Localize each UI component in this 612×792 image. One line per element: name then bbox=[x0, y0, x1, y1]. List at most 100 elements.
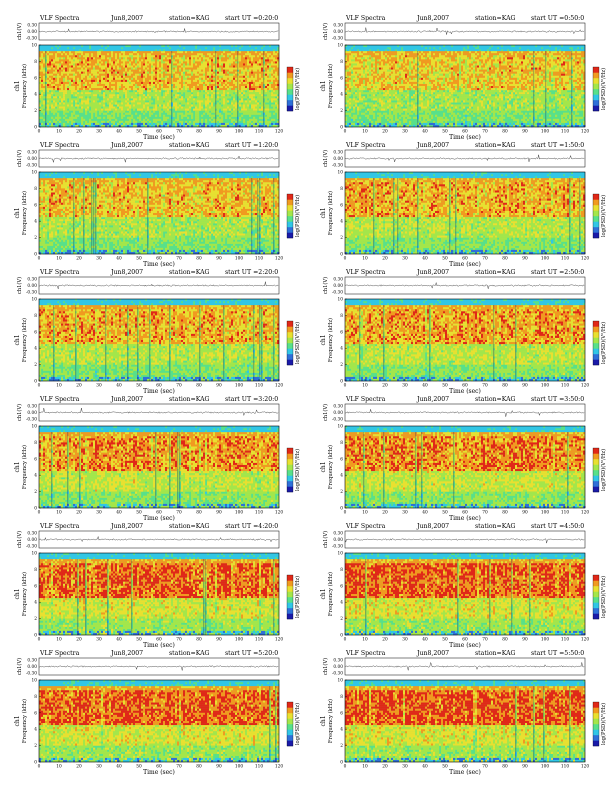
freq-tick-label: 2 bbox=[34, 744, 37, 749]
colorbar bbox=[592, 320, 600, 366]
time-tick-label: 120 bbox=[275, 257, 283, 262]
freq-tick-label: 8 bbox=[34, 314, 37, 319]
panel-title: VLF Spectra bbox=[39, 269, 80, 276]
strip-tick-label: -0.30 bbox=[26, 291, 37, 296]
time-tick-label: 80 bbox=[502, 638, 508, 643]
panel-station: station=KAG bbox=[169, 396, 210, 403]
time-tick-label: 10 bbox=[56, 638, 62, 643]
freq-axis-label: Frequency (kHz) bbox=[21, 64, 28, 108]
strip-tick-label: 0.00 bbox=[27, 157, 37, 162]
time-tick-label: 50 bbox=[136, 511, 142, 516]
strip-tick-label: 0.30 bbox=[27, 405, 37, 410]
colorbar bbox=[592, 193, 600, 239]
strip-tick-label: 0.00 bbox=[333, 30, 343, 35]
channel-label: ch1 bbox=[14, 334, 21, 345]
strip-tick-label: 0.00 bbox=[27, 411, 37, 416]
time-tick-label: 90 bbox=[522, 765, 528, 770]
time-tick-label: 80 bbox=[502, 257, 508, 262]
strip-tick-label: 0.00 bbox=[27, 665, 37, 670]
strip-tick-label: -0.30 bbox=[26, 672, 37, 677]
time-tick-label: 30 bbox=[96, 511, 102, 516]
strip-tick-label: 0.30 bbox=[333, 24, 343, 29]
colorbar-label: log(PSD)(V²/Hz) bbox=[600, 322, 607, 364]
time-tick-label: 10 bbox=[362, 765, 368, 770]
time-tick-label: 60 bbox=[156, 257, 162, 262]
colorbar bbox=[592, 574, 600, 620]
time-tick-label: 100 bbox=[541, 257, 549, 262]
strip-ylabel: ch1(V) bbox=[322, 658, 329, 675]
waveform-trace bbox=[344, 409, 585, 417]
strip-tick-label: 0.30 bbox=[27, 278, 37, 283]
colorbar bbox=[286, 447, 294, 493]
colorbar-label: log(PSD)(V²/Hz) bbox=[600, 68, 607, 110]
freq-axis-label: Frequency (kHz) bbox=[327, 572, 334, 616]
waveform-strip-frame bbox=[38, 530, 280, 549]
time-tick-label: 90 bbox=[522, 257, 528, 262]
freq-tick-label: 0 bbox=[340, 253, 343, 258]
colorbar-label: log(PSD)(V²/Hz) bbox=[294, 68, 301, 110]
time-tick-label: 60 bbox=[462, 384, 468, 389]
panel-title: VLF Spectra bbox=[345, 396, 386, 403]
time-axis-label: Time (sec) bbox=[143, 515, 175, 522]
strip-tick-label: 0.30 bbox=[333, 151, 343, 156]
time-tick-label: 30 bbox=[96, 130, 102, 135]
time-axis-label: Time (sec) bbox=[143, 388, 175, 395]
time-tick-label: 0 bbox=[38, 130, 41, 135]
panel-title: VLF Spectra bbox=[345, 650, 386, 657]
time-axis-label: Time (sec) bbox=[449, 134, 481, 141]
strip-ylabel: ch1(V) bbox=[16, 277, 23, 294]
panel-date: Jun8,2007 bbox=[416, 269, 449, 276]
panel-station: station=KAG bbox=[169, 269, 210, 276]
spectrogram-panel: VLF Spectra Jun8,2007 station=KAG start UT … bbox=[306, 522, 612, 650]
colorbar bbox=[286, 193, 294, 239]
freq-tick-label: 2 bbox=[340, 617, 343, 622]
strip-tick-label: 0.30 bbox=[27, 532, 37, 537]
freq-tick-label: 2 bbox=[340, 490, 343, 495]
freq-tick-label: 6 bbox=[34, 76, 37, 81]
panel-start-time: start UT =4:20:0 bbox=[225, 523, 278, 530]
waveform-trace bbox=[344, 154, 585, 163]
freq-tick-label: 6 bbox=[340, 203, 343, 208]
freq-tick-label: 10 bbox=[32, 171, 38, 176]
time-tick-label: 100 bbox=[541, 638, 549, 643]
freq-tick-label: 0 bbox=[34, 380, 37, 385]
colorbar-label: log(PSD)(V²/Hz) bbox=[294, 322, 301, 364]
time-tick-label: 0 bbox=[38, 257, 41, 262]
time-tick-label: 20 bbox=[76, 511, 82, 516]
freq-tick-label: 8 bbox=[340, 568, 343, 573]
colorbar-label: log(PSD)(V²/Hz) bbox=[294, 576, 301, 618]
colorbar bbox=[286, 320, 294, 366]
time-tick-label: 80 bbox=[196, 257, 202, 262]
colorbar bbox=[592, 66, 600, 112]
time-tick-label: 70 bbox=[176, 765, 182, 770]
panel-station: station=KAG bbox=[475, 523, 516, 530]
time-tick-label: 70 bbox=[482, 511, 488, 516]
time-tick-label: 110 bbox=[255, 638, 263, 643]
freq-tick-label: 8 bbox=[340, 314, 343, 319]
time-tick-label: 20 bbox=[382, 511, 388, 516]
channel-label: ch1 bbox=[14, 715, 21, 726]
time-tick-label: 120 bbox=[581, 384, 589, 389]
spectrogram-figure: VLF Spectra Jun8,2007 station=KAG start UT … bbox=[320, 650, 607, 776]
time-tick-label: 120 bbox=[275, 638, 283, 643]
colorbar-label: log(PSD)(V²/Hz) bbox=[600, 576, 607, 618]
time-tick-label: 10 bbox=[56, 765, 62, 770]
waveform-strip-frame bbox=[344, 530, 586, 549]
colorbar-label: log(PSD)(V²/Hz) bbox=[294, 703, 301, 745]
spectrogram-heatmap bbox=[345, 172, 586, 255]
freq-tick-label: 10 bbox=[338, 425, 344, 430]
time-tick-label: 20 bbox=[382, 257, 388, 262]
freq-axis-label: Frequency (kHz) bbox=[21, 699, 28, 743]
waveform-trace bbox=[38, 281, 279, 289]
freq-tick-label: 8 bbox=[34, 568, 37, 573]
time-tick-label: 50 bbox=[136, 130, 142, 135]
freq-axis-label: Frequency (kHz) bbox=[327, 699, 334, 743]
panel-date: Jun8,2007 bbox=[416, 15, 449, 22]
freq-tick-label: 2 bbox=[34, 617, 37, 622]
time-tick-label: 40 bbox=[116, 511, 122, 516]
spectrogram-heatmap bbox=[345, 553, 586, 636]
spectrogram-panel: VLF Spectra Jun8,2007 station=KAG start UT … bbox=[306, 649, 612, 777]
time-tick-label: 110 bbox=[255, 765, 263, 770]
colorbar-label: log(PSD)(V²/Hz) bbox=[294, 195, 301, 237]
strip-tick-label: -0.30 bbox=[332, 418, 343, 423]
